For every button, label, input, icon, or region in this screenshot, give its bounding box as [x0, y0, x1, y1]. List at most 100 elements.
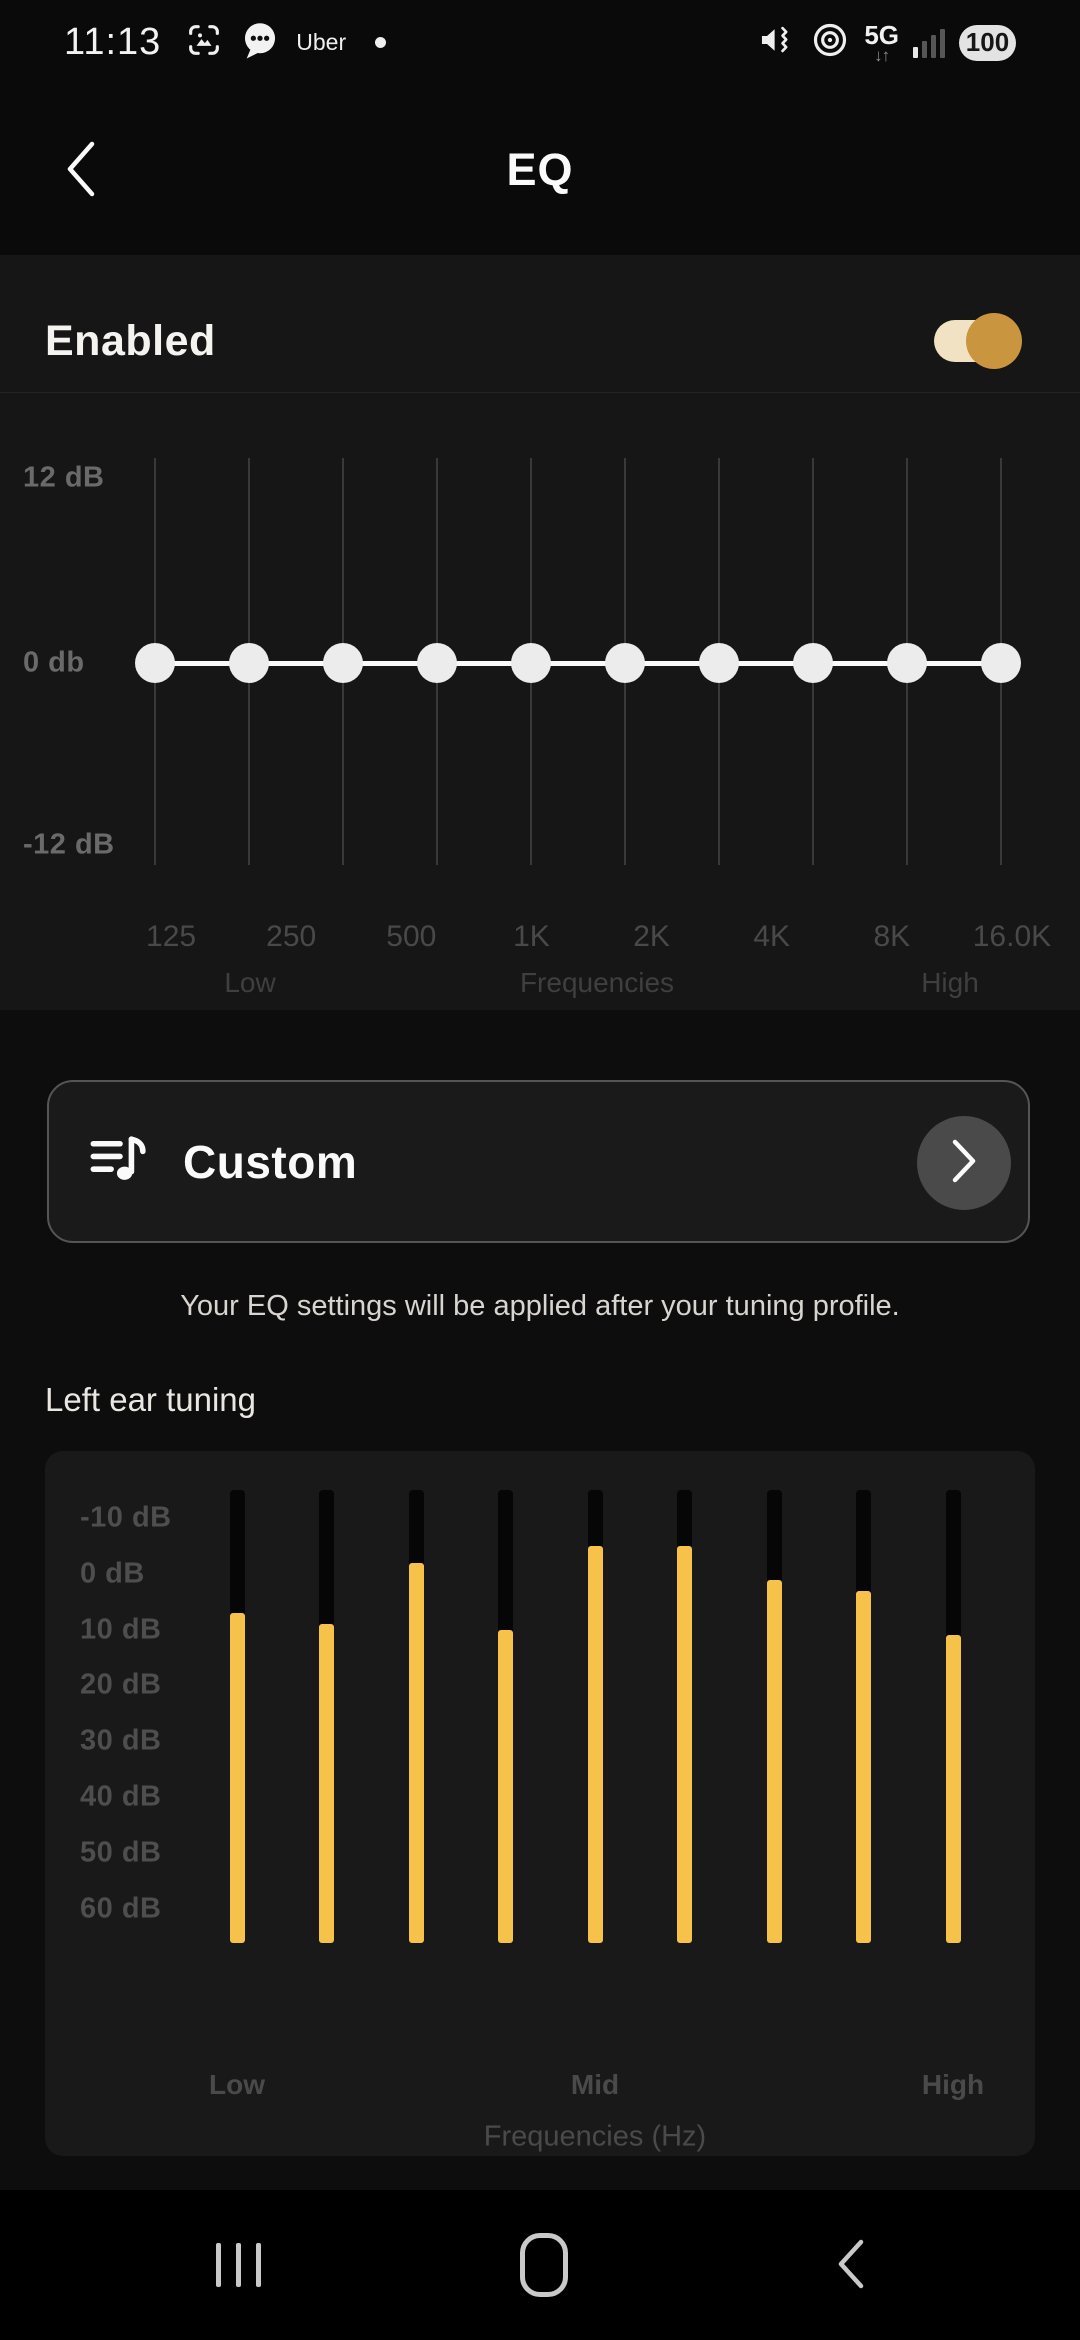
eq-band-handle[interactable] [605, 643, 645, 683]
eq-band-handle[interactable] [511, 643, 551, 683]
enabled-label: Enabled [45, 316, 216, 365]
ear-bar-slider[interactable] [229, 1490, 245, 1943]
ear-ytick: 0 dB [80, 1557, 145, 1590]
ear-cat-low: Low [209, 2069, 265, 2100]
ear-bar-fill [319, 1624, 334, 1943]
eq-axis-label: Frequencies [519, 967, 675, 998]
hotspot-icon [810, 20, 850, 65]
chevron-left-icon [61, 140, 99, 201]
enabled-row: Enabled [45, 301, 1022, 381]
eq-section-background [0, 255, 1080, 1010]
ear-bar-fill [408, 1563, 424, 1943]
ear-ytick: -10 dB [80, 1501, 172, 1534]
eq-frequency-tick: 125 [146, 920, 197, 953]
toggle-knob [966, 313, 1022, 369]
back-button[interactable] [44, 134, 116, 206]
eq-band-handle[interactable] [981, 643, 1021, 683]
ear-bar-slider[interactable] [498, 1490, 513, 1943]
ear-bar-slider[interactable] [587, 1490, 603, 1943]
eq-frequency-tick: 250 [266, 920, 317, 953]
ear-bar-slider[interactable] [408, 1490, 424, 1943]
ear-bar-fill [766, 1580, 782, 1943]
signal-strength-icon [913, 28, 945, 58]
ear-bar-fill [587, 1546, 603, 1943]
ear-bar-fill [945, 1635, 961, 1943]
eq-band-handle[interactable] [793, 643, 833, 683]
ear-bar-fill [677, 1546, 692, 1943]
ear-ytick: 60 dB [80, 1892, 162, 1925]
status-bar-right: 5G ↓↑ 100 [758, 20, 1080, 65]
ear-ytick: 20 dB [80, 1668, 162, 1701]
nav-back-icon [833, 2238, 867, 2293]
ear-bar-slider[interactable] [319, 1490, 334, 1943]
nav-bar-background [0, 2190, 1080, 2340]
ear-ytick: 50 dB [80, 1836, 162, 1869]
status-bar: 11:13 Uber [0, 0, 1080, 85]
eq-ytick-min: -12 dB [23, 828, 115, 861]
clock: 11:13 [64, 21, 162, 63]
chevron-right-icon [949, 1138, 979, 1189]
ear-bar-slider[interactable] [766, 1490, 782, 1943]
header: EQ [0, 85, 1080, 255]
ear-bar-fill [856, 1591, 871, 1943]
ear-bar-slider[interactable] [677, 1490, 692, 1943]
page-title: EQ [506, 144, 574, 195]
network-type-indicator: 5G ↓↑ [864, 22, 899, 64]
eq-ytick-zero: 0 db [23, 646, 85, 679]
eq-frequency-tick: 8K [873, 920, 911, 953]
screenshot-icon [184, 20, 224, 65]
home-button[interactable] [484, 2215, 604, 2315]
battery-indicator: 100 [959, 24, 1016, 61]
messages-icon [239, 19, 281, 66]
uber-notification-label: Uber [296, 29, 347, 55]
ear-bar-fill [229, 1613, 245, 1943]
eq-band-handle[interactable] [135, 643, 175, 683]
mute-vibrate-icon [758, 21, 796, 64]
left-ear-tuning-chart: -10 dB 0 dB 10 dB 20 dB 30 dB 40 dB 50 dB 60 dB… [45, 1451, 1035, 2156]
ear-ytick: 30 dB [80, 1724, 162, 1757]
eq-ytick-max: 12 dB [23, 461, 105, 494]
network-label: 5G [864, 19, 899, 50]
recents-button[interactable] [178, 2215, 298, 2315]
section-divider [0, 392, 1080, 393]
data-arrows-icon: ↓↑ [874, 45, 890, 65]
playlist-music-icon [87, 1126, 153, 1197]
eq-frequency-tick: 16.0K [972, 920, 1052, 953]
eq-band-handle[interactable] [229, 643, 269, 683]
battery-percent: 100 [965, 27, 1010, 57]
ear-ytick: 10 dB [80, 1613, 162, 1646]
eq-preset-card[interactable]: Custom [47, 1080, 1030, 1243]
status-bar-left: 11:13 Uber [0, 19, 387, 66]
eq-graph: 12 dB 0 db -12 dB 125 250 500 1K 2K 4K 8K 16.0K… [0, 255, 1080, 1010]
eq-curve-line [155, 661, 1001, 666]
eq-band-handle[interactable] [417, 643, 457, 683]
ear-bar-slider[interactable] [856, 1490, 871, 1943]
eq-frequency-tick: 4K [753, 920, 791, 953]
eq-frequency-tick: 2K [633, 920, 670, 953]
ear-axis-label: Frequencies (Hz) [483, 2120, 707, 2153]
eq-enabled-toggle[interactable] [934, 312, 1022, 370]
ear-cat-high: High [921, 2069, 985, 2100]
eq-group-label-low: Low [224, 967, 276, 998]
ear-ytick: 40 dB [80, 1780, 162, 1813]
eq-band-handle[interactable] [699, 643, 739, 683]
ear-bar-fill [498, 1630, 513, 1943]
recents-icon [215, 2243, 261, 2287]
eq-frequency-tick: 500 [386, 920, 437, 953]
system-nav-bar [0, 2190, 1080, 2340]
eq-group-label-high: High [921, 967, 979, 998]
left-ear-title: Left ear tuning [45, 1381, 256, 1418]
ear-cat-mid: Mid [570, 2069, 620, 2100]
eq-frequency-tick: 1K [513, 920, 550, 953]
notification-dot-icon [375, 37, 387, 48]
open-preset-button[interactable] [917, 1116, 1011, 1210]
eq-band-handle[interactable] [887, 643, 927, 683]
nav-back-button[interactable] [790, 2215, 910, 2315]
preset-name: Custom [183, 1135, 358, 1188]
home-icon [520, 2233, 568, 2297]
ear-bar-slider[interactable] [945, 1490, 961, 1943]
eq-band-handle[interactable] [323, 643, 363, 683]
eq-frequency-ticks: 125 250 500 1K 2K 4K 8K 16.0K [111, 915, 1072, 959]
eq-info-caption: Your EQ settings will be applied after y… [180, 1290, 900, 1322]
